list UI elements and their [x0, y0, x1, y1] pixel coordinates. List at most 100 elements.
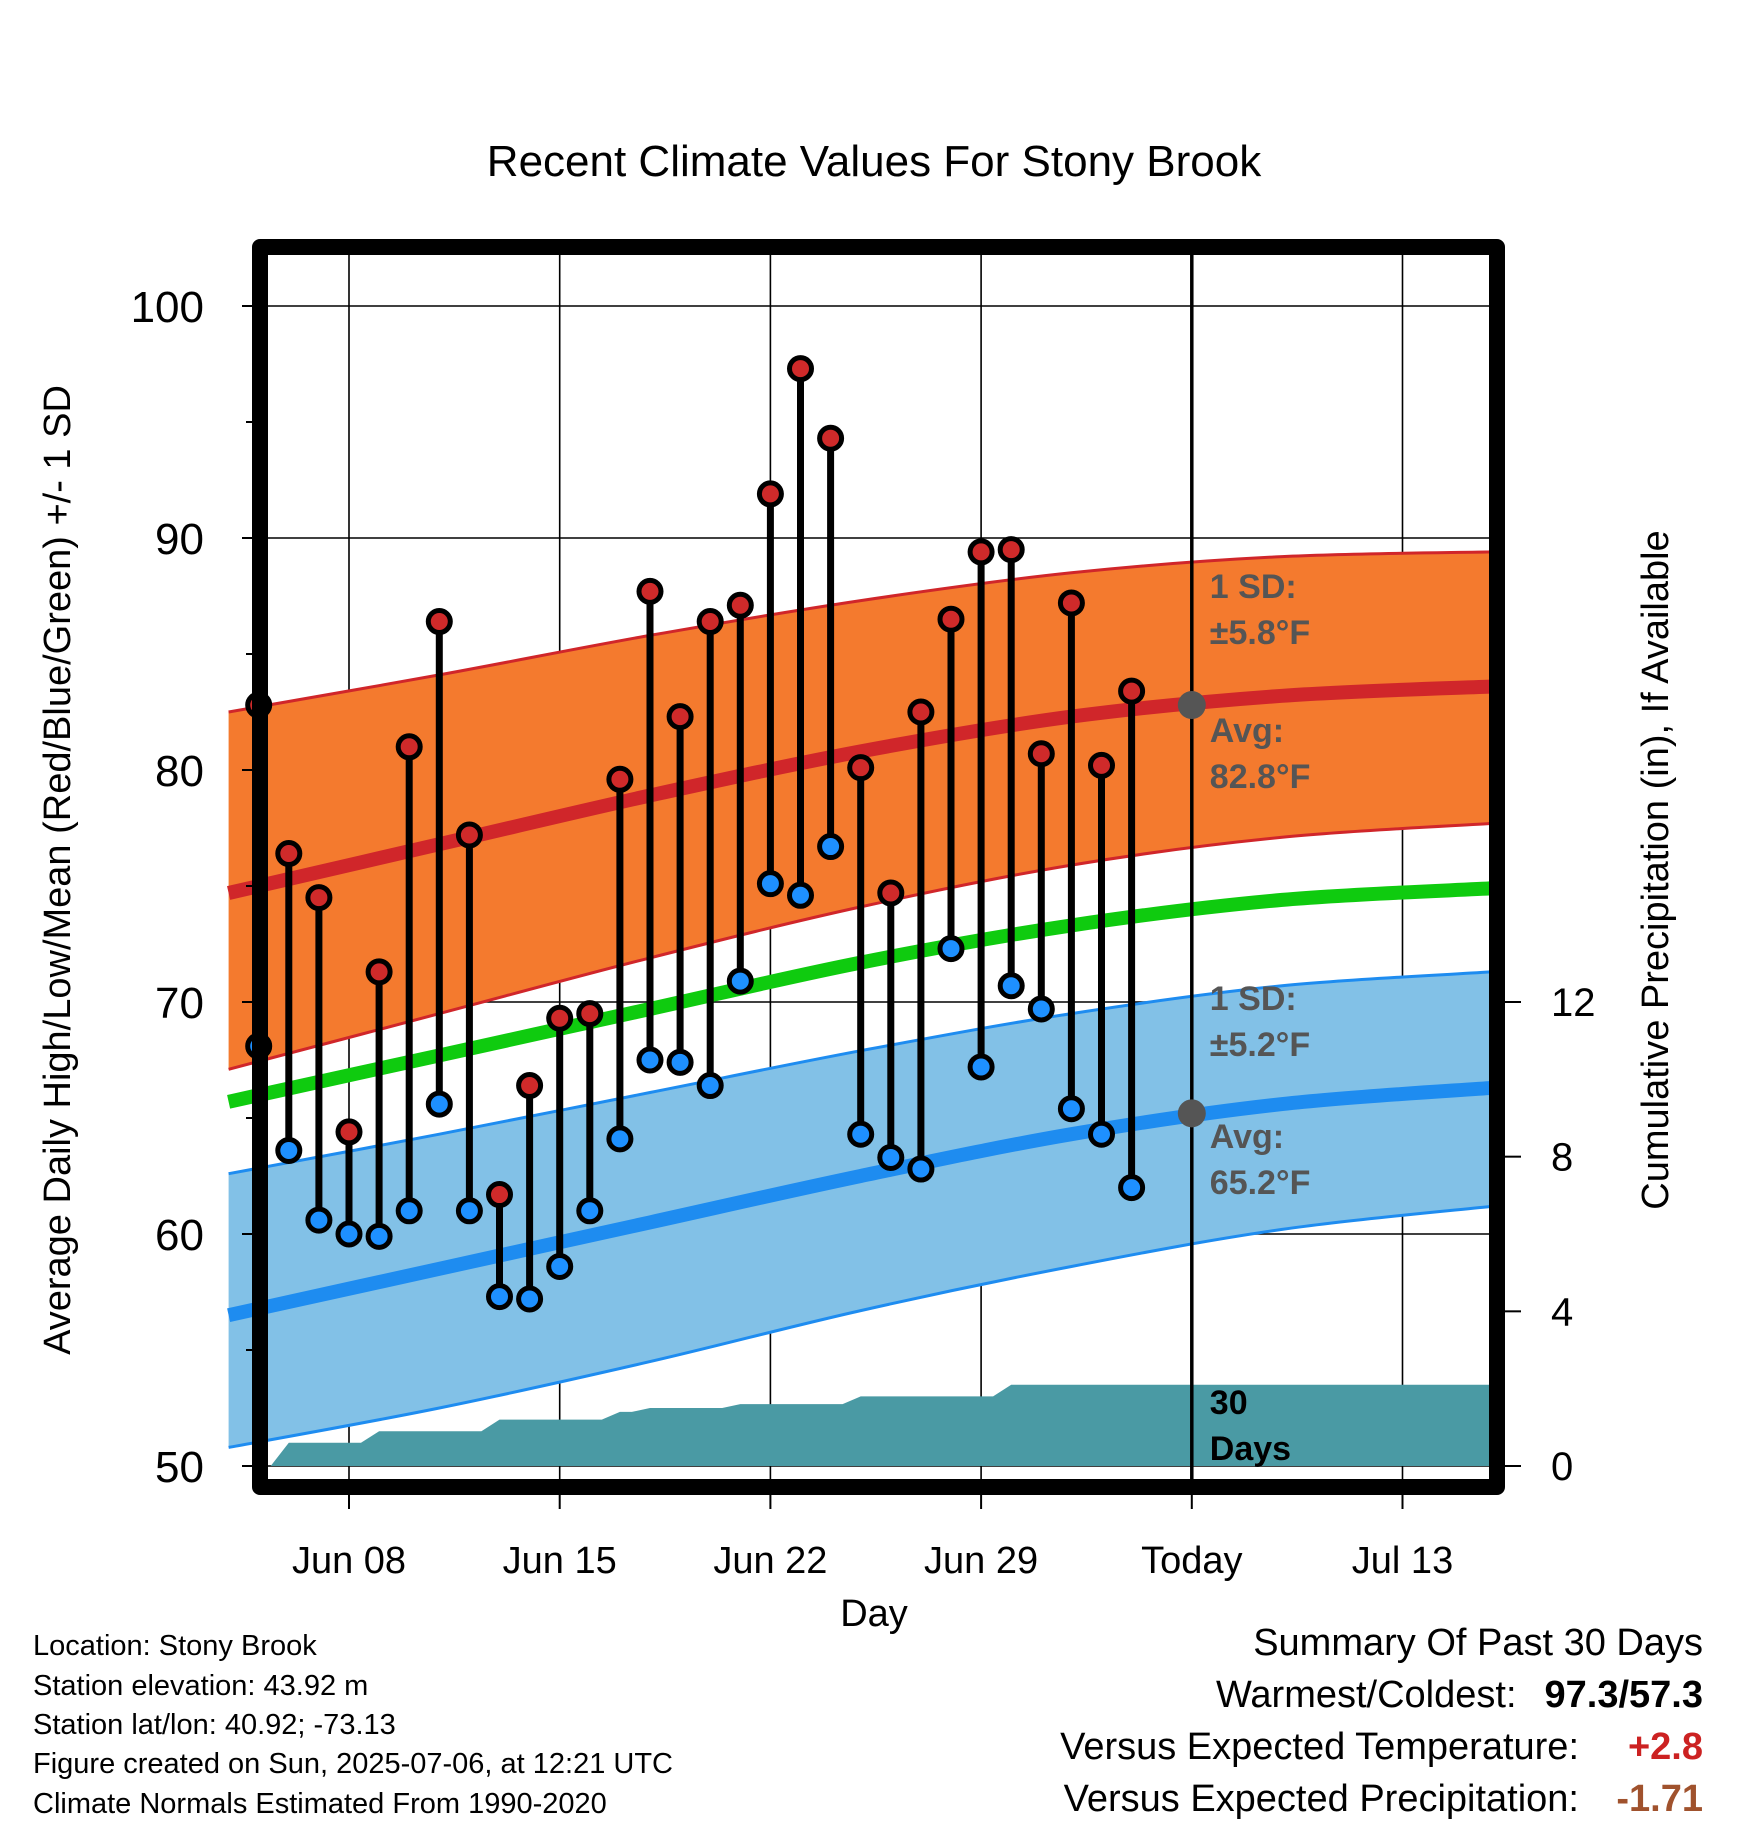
- precip-days-number: 30: [1210, 1384, 1248, 1422]
- high-point: [997, 536, 1025, 564]
- low-point: [666, 1048, 694, 1076]
- info-normals: Climate Normals Estimated From 1990-2020: [33, 1788, 607, 1820]
- plot-frame: [252, 239, 1505, 1495]
- y2-tick-label: 8: [1551, 1136, 1573, 1180]
- chart-title: Recent Climate Values For Stony Brook: [487, 137, 1262, 186]
- low-point: [847, 1120, 875, 1148]
- x-tick-label: Jun 22: [713, 1540, 827, 1582]
- annotations: 1 SD: ±5.8°F Avg: 82.8°F 1 SD: ±5.2°F Avg: 65.2…: [1210, 568, 1311, 1468]
- low-point: [726, 967, 754, 995]
- precipitation-area: [258, 1384, 1493, 1466]
- avg-low-line: [227, 1080, 1494, 1323]
- high-point: [787, 355, 814, 383]
- summary-temp-label: Versus Expected Temperature:: [1060, 1726, 1579, 1768]
- high-sd-label: 1 SD:: [1210, 568, 1297, 606]
- x-tick-label: Jun 29: [924, 1540, 1038, 1582]
- low-point: [576, 1197, 604, 1225]
- y-tick-label: 60: [155, 1211, 204, 1260]
- low-point: [275, 1136, 303, 1164]
- high-point: [516, 1072, 544, 1100]
- x-tick-label: Today: [1141, 1540, 1242, 1582]
- summary-precip-value: -1.71: [1616, 1778, 1703, 1820]
- low-point: [486, 1283, 513, 1311]
- high-point: [907, 698, 935, 726]
- y-tick-label: 50: [155, 1443, 204, 1492]
- precip-area: [258, 1384, 1493, 1466]
- low-point: [365, 1222, 393, 1250]
- high-point: [696, 608, 724, 636]
- summary-precip-label: Versus Expected Precipitation:: [1063, 1778, 1579, 1820]
- high-point: [937, 605, 965, 633]
- info-latlon: Station lat/lon: 40.92; -73.13: [33, 1709, 396, 1741]
- high-point: [1088, 751, 1115, 779]
- low-point: [937, 935, 965, 963]
- precip-days-label: Days: [1210, 1430, 1291, 1468]
- high-point: [395, 733, 423, 761]
- y-tick-label: 70: [155, 979, 204, 1028]
- high-point: [1118, 677, 1146, 705]
- low-point: [516, 1285, 544, 1313]
- high-point: [305, 884, 333, 912]
- low-point: [305, 1206, 333, 1234]
- y2-tick-label: 12: [1551, 981, 1596, 1025]
- high-point: [425, 608, 453, 636]
- high-sd-value: ±5.8°F: [1210, 614, 1310, 652]
- low-point: [636, 1046, 664, 1074]
- low-avg-value: 65.2°F: [1210, 1164, 1311, 1202]
- low-point: [817, 833, 845, 861]
- today-avg-high-marker: [1177, 691, 1206, 720]
- summary-warm-cold-label: Warmest/Coldest:: [1215, 1674, 1517, 1716]
- x-axis-label: Day: [840, 1593, 908, 1635]
- high-point: [455, 821, 483, 849]
- high-point: [606, 765, 634, 793]
- low-sd-band: [228, 971, 1493, 1448]
- info-location: Location: Stony Brook: [33, 1630, 317, 1662]
- high-avg-value: 82.8°F: [1210, 758, 1311, 796]
- high-point: [335, 1118, 363, 1146]
- low-point: [907, 1155, 935, 1183]
- summary-warm-cold-value: 97.3/57.3: [1544, 1674, 1703, 1716]
- low-sd-lower-line: [228, 1204, 1493, 1449]
- y-axis-label: Average Daily High/Low/Mean (Red/Blue/Gr…: [37, 385, 79, 1355]
- high-point: [666, 703, 694, 731]
- low-point: [1027, 995, 1055, 1023]
- y-tick-label: 90: [155, 515, 204, 564]
- low-point: [877, 1143, 905, 1171]
- low-sd-value: ±5.2°F: [1210, 1026, 1310, 1064]
- low-point: [1118, 1174, 1146, 1202]
- high-point: [817, 424, 845, 452]
- low-point: [455, 1197, 483, 1225]
- y2-tick-label: 4: [1551, 1290, 1573, 1334]
- x-tick-label: Jun 15: [503, 1540, 617, 1582]
- info-created: Figure created on Sun, 2025-07-06, at 12…: [33, 1748, 673, 1780]
- low-point: [696, 1072, 724, 1100]
- high-point: [756, 480, 784, 508]
- summary-title: Summary Of Past 30 Days: [1253, 1622, 1703, 1664]
- x-tick-label: Jul 13: [1352, 1540, 1453, 1582]
- high-point: [636, 577, 664, 605]
- summary-precip: Versus Expected Precipitation: -1.71: [1064, 1778, 1703, 1821]
- high-point: [576, 1000, 604, 1028]
- y2-axis-label: Cumulative Precipitation (in), If Availa…: [1635, 530, 1677, 1209]
- low-avg-label: Avg:: [1210, 1118, 1284, 1156]
- high-point: [847, 754, 875, 782]
- high-point: [877, 879, 905, 907]
- summary-temp: Versus Expected Temperature: +2.8: [1060, 1726, 1703, 1769]
- x-tick-label: Jun 08: [292, 1540, 406, 1582]
- high-point: [1027, 740, 1055, 768]
- y-tick-label: 100: [131, 283, 204, 332]
- y-tick-label: 80: [155, 747, 204, 796]
- low-point: [395, 1197, 423, 1225]
- high-point: [365, 958, 393, 986]
- low-point: [546, 1252, 574, 1280]
- low-point: [335, 1220, 363, 1248]
- high-point: [275, 840, 303, 868]
- high-point: [546, 1004, 574, 1032]
- low-point: [997, 972, 1025, 1000]
- today-avg-low-marker: [1177, 1099, 1206, 1128]
- low-point: [425, 1090, 453, 1118]
- axes: 50 60 70 80 90 100 Jun 08 Jun 15 Jun 22 Jun 29 Tod…: [131, 283, 1596, 1582]
- high-point: [726, 591, 754, 619]
- low-point: [606, 1125, 634, 1153]
